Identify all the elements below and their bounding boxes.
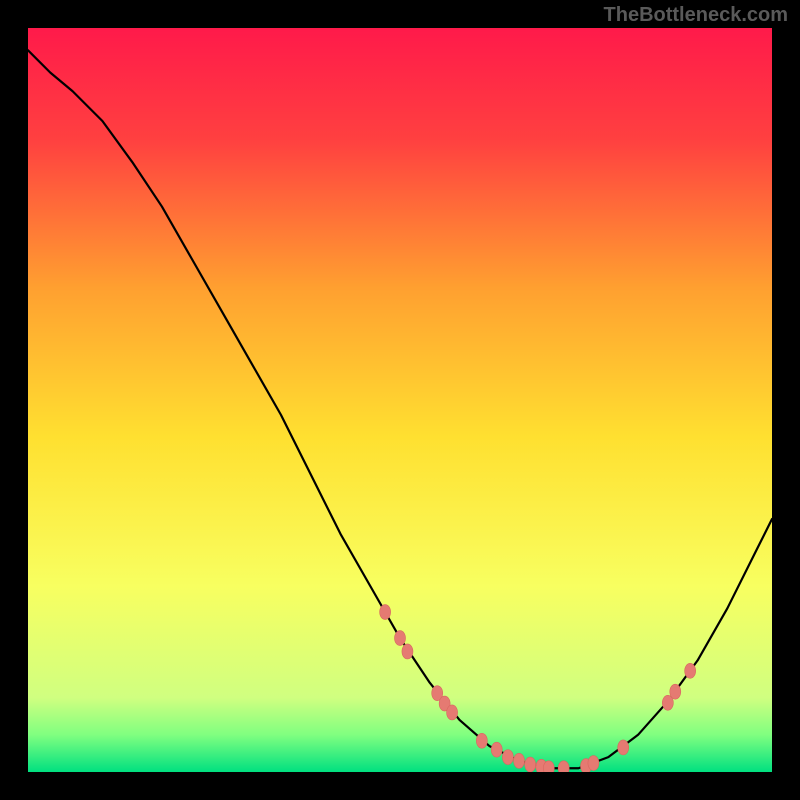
data-marker [447, 705, 458, 720]
data-marker [525, 757, 536, 772]
plot-area [28, 28, 772, 772]
data-marker [514, 753, 525, 768]
data-marker [543, 761, 554, 772]
data-marker [685, 663, 696, 678]
data-marker [395, 631, 406, 646]
data-marker [670, 684, 681, 699]
plot-background [28, 28, 772, 772]
chart-frame: TheBottleneck.com [0, 0, 800, 800]
data-marker [558, 761, 569, 772]
data-marker [491, 742, 502, 757]
data-marker [402, 644, 413, 659]
data-marker [380, 605, 391, 620]
data-marker [476, 733, 487, 748]
data-marker [502, 750, 513, 765]
data-marker [618, 740, 629, 755]
data-marker [588, 756, 599, 771]
watermark-text: TheBottleneck.com [604, 4, 788, 27]
chart-svg [28, 28, 772, 772]
